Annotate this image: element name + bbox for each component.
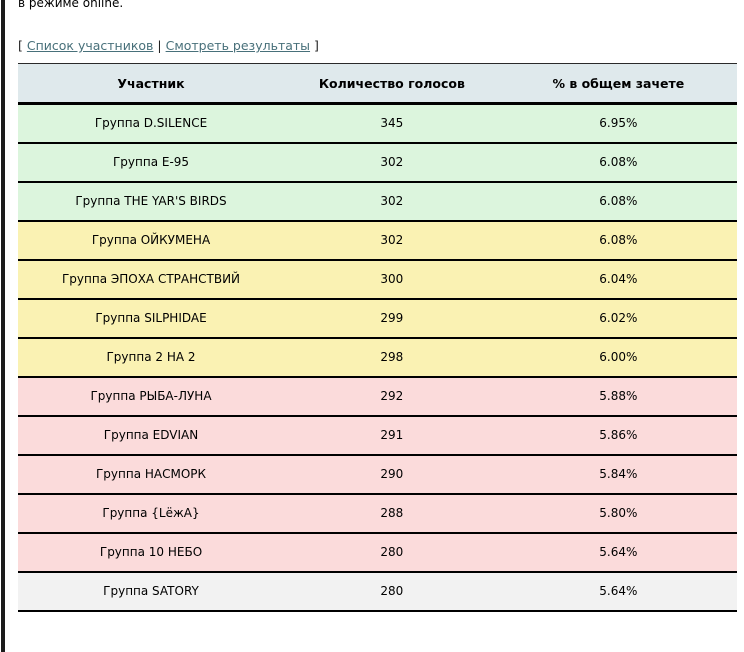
- cell-votes: 292: [284, 376, 500, 417]
- cell-percent: 5.80%: [499, 493, 737, 534]
- cell-percent: 5.84%: [499, 454, 737, 495]
- header-votes: Количество голосов: [284, 63, 500, 105]
- cell-participant: Группа 2 НА 2: [18, 337, 285, 378]
- table-row: Группа НАСМОРК 290 5.84%: [18, 454, 737, 495]
- table-row: Группа SILPHIDAE 299 6.02%: [18, 298, 737, 339]
- header-percent: % в общем зачете: [499, 63, 737, 105]
- cell-votes: 280: [284, 571, 500, 612]
- table-row: Группа ЭПОХА СТРАНСТВИЙ 300 6.04%: [18, 259, 737, 300]
- cell-votes: 302: [284, 220, 500, 261]
- cell-votes: 302: [284, 142, 500, 183]
- table-row: Группа SATORY 280 5.64%: [18, 571, 737, 612]
- cell-participant: Группа 10 НЕБО: [18, 532, 285, 573]
- cell-percent: 6.95%: [499, 103, 737, 144]
- cell-percent: 5.88%: [499, 376, 737, 417]
- nav-open-bracket: [: [18, 38, 23, 53]
- window-left-edge: [1, 0, 5, 652]
- nav-close-bracket: ]: [314, 38, 319, 53]
- cell-percent: 6.00%: [499, 337, 737, 378]
- nav-links: [ Список участников | Смотреть результат…: [18, 38, 319, 53]
- cell-participant: Группа THE YAR'S BIRDS: [18, 181, 285, 222]
- cell-votes: 300: [284, 259, 500, 300]
- cell-participant: Группа E-95: [18, 142, 285, 183]
- cell-votes: 298: [284, 337, 500, 378]
- table-row: Группа D.SILENCE 345 6.95%: [18, 103, 737, 144]
- cell-participant: Группа SILPHIDAE: [18, 298, 285, 339]
- cell-percent: 5.64%: [499, 532, 737, 573]
- cell-votes: 280: [284, 532, 500, 573]
- cell-participant: Группа D.SILENCE: [18, 103, 285, 144]
- cell-percent: 6.04%: [499, 259, 737, 300]
- cell-participant: Группа {LёжA}: [18, 493, 285, 534]
- table-row: Группа ОЙКУМЕНА 302 6.08%: [18, 220, 737, 261]
- header-participant: Участник: [18, 63, 285, 105]
- table-footer: [18, 610, 737, 626]
- table-row: Группа 2 НА 2 298 6.00%: [18, 337, 737, 378]
- cell-votes: 290: [284, 454, 500, 495]
- table-row-partial: [18, 610, 737, 626]
- cell-participant: Группа EDVIAN: [18, 415, 285, 456]
- table-row: Группа {LёжA} 288 5.80%: [18, 493, 737, 534]
- cell-percent: 6.08%: [499, 220, 737, 261]
- cell-participant: Группа НАСМОРК: [18, 454, 285, 495]
- nav-separator: |: [157, 38, 162, 53]
- cell-votes: 345: [284, 103, 500, 144]
- cell-participant: Группа SATORY: [18, 571, 285, 612]
- results-table-body: Группа D.SILENCE 345 6.95% Группа E-95 3…: [18, 103, 737, 612]
- intro-text: в режиме online.: [18, 0, 124, 10]
- cell-percent: 6.08%: [499, 181, 737, 222]
- voting-results-table: Участник Количество голосов % в общем за…: [18, 63, 737, 626]
- cell-percent: 6.08%: [499, 142, 737, 183]
- cell-participant: Группа ОЙКУМЕНА: [18, 220, 285, 261]
- cell-votes: 299: [284, 298, 500, 339]
- table-row: Группа THE YAR'S BIRDS 302 6.08%: [18, 181, 737, 222]
- table-row: Группа EDVIAN 291 5.86%: [18, 415, 737, 456]
- cell-votes: 291: [284, 415, 500, 456]
- view-results-link[interactable]: Смотреть результаты: [165, 38, 311, 53]
- cell-votes: 288: [284, 493, 500, 534]
- header-row: Участник Количество голосов % в общем за…: [18, 63, 737, 105]
- table-row: Группа 10 НЕБО 280 5.64%: [18, 532, 737, 573]
- cell-percent: 5.86%: [499, 415, 737, 456]
- table-row: Группа E-95 302 6.08%: [18, 142, 737, 183]
- cell-participant: Группа ЭПОХА СТРАНСТВИЙ: [18, 259, 285, 300]
- participants-list-link[interactable]: Список участников: [26, 38, 154, 53]
- table-header: Участник Количество голосов % в общем за…: [18, 63, 737, 105]
- cell-participant: Группа РЫБА-ЛУНА: [18, 376, 285, 417]
- cell-percent: 6.02%: [499, 298, 737, 339]
- cell-votes: 302: [284, 181, 500, 222]
- cell-percent: 5.64%: [499, 571, 737, 612]
- table-row: Группа РЫБА-ЛУНА 292 5.88%: [18, 376, 737, 417]
